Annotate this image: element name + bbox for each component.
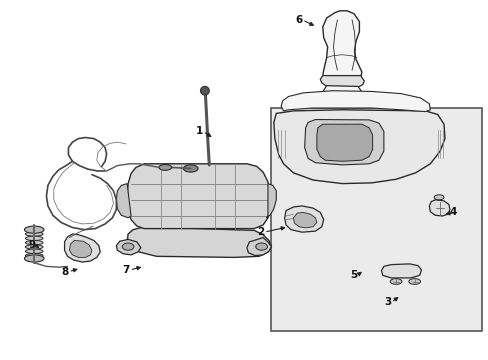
Ellipse shape	[25, 240, 43, 245]
Polygon shape	[273, 110, 444, 184]
Polygon shape	[304, 120, 383, 165]
Polygon shape	[127, 227, 271, 257]
Ellipse shape	[24, 226, 44, 233]
Polygon shape	[428, 200, 449, 216]
Polygon shape	[64, 234, 100, 262]
Ellipse shape	[255, 243, 267, 250]
Text: 2: 2	[256, 227, 264, 237]
Text: 6: 6	[294, 15, 302, 25]
Ellipse shape	[24, 255, 44, 262]
Polygon shape	[116, 239, 141, 255]
Polygon shape	[320, 76, 364, 89]
Ellipse shape	[25, 232, 43, 236]
Text: 3: 3	[383, 297, 390, 307]
Polygon shape	[127, 164, 269, 229]
Ellipse shape	[389, 279, 401, 284]
Text: 9: 9	[28, 240, 35, 250]
Polygon shape	[284, 206, 323, 232]
Ellipse shape	[433, 195, 443, 200]
Ellipse shape	[122, 243, 134, 250]
Ellipse shape	[25, 236, 43, 240]
Polygon shape	[381, 264, 421, 278]
Text: 5: 5	[349, 270, 356, 280]
Polygon shape	[320, 86, 364, 106]
Ellipse shape	[25, 249, 43, 253]
Ellipse shape	[200, 86, 209, 95]
Polygon shape	[322, 11, 361, 86]
Polygon shape	[293, 212, 316, 228]
Polygon shape	[281, 91, 429, 112]
Polygon shape	[69, 240, 92, 257]
Polygon shape	[316, 124, 372, 161]
Polygon shape	[116, 184, 131, 218]
Text: 7: 7	[122, 265, 129, 275]
Ellipse shape	[25, 253, 43, 258]
Ellipse shape	[408, 279, 420, 284]
Polygon shape	[246, 238, 271, 256]
Bar	[271, 108, 481, 331]
Ellipse shape	[25, 228, 43, 232]
Polygon shape	[266, 184, 276, 218]
Ellipse shape	[159, 165, 171, 170]
Ellipse shape	[25, 245, 43, 249]
Text: 4: 4	[449, 207, 456, 217]
Ellipse shape	[183, 165, 198, 172]
Text: 1: 1	[195, 126, 203, 136]
Text: 8: 8	[61, 267, 68, 277]
